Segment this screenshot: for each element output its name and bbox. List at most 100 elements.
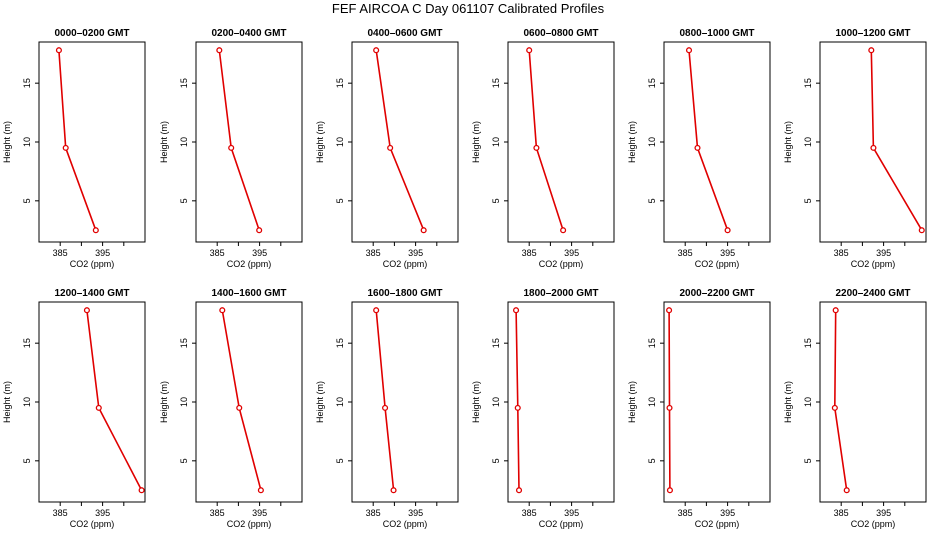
profile-panel: 1400–1600 GMT 385 395 5 10 15 CO2 (ppm) Height …: [159, 288, 303, 529]
y-axis-label: Height (m): [627, 381, 637, 423]
panel-title: 2000–2200 GMT: [679, 288, 754, 299]
x-axis-label: CO2 (ppm): [227, 259, 272, 269]
profile-panel: 1600–1800 GMT 385 395 5 10 15 CO2 (ppm) Height …: [315, 288, 459, 529]
profile-line: [375, 50, 425, 231]
profile-point: [694, 144, 701, 151]
x-tick-label: 395: [564, 248, 579, 258]
x-tick-label: 395: [876, 508, 891, 518]
panel-title: 0200–0400 GMT: [211, 28, 286, 39]
y-tick-label: 10: [335, 397, 345, 407]
y-tick-label: 15: [22, 338, 32, 348]
y-tick-label: 10: [647, 137, 657, 147]
x-tick-label: 385: [834, 248, 849, 258]
profile-point: [219, 307, 226, 314]
panel-title: 1600–1800 GMT: [367, 288, 442, 299]
profile-line: [86, 310, 143, 491]
x-tick-label: 385: [366, 248, 381, 258]
profile-panel: 0200–0400 GMT 385 395 5 10 15 CO2 (ppm) Height …: [159, 28, 303, 269]
profile-line: [688, 50, 729, 231]
profile-line: [375, 310, 395, 491]
y-axis-label: Height (m): [783, 381, 793, 423]
profile-line: [515, 310, 520, 491]
y-tick-label: 10: [803, 137, 813, 147]
x-axis-label: CO2 (ppm): [851, 519, 896, 529]
plot-frame: [663, 301, 771, 503]
x-tick-label: 385: [210, 508, 225, 518]
y-tick-label: 15: [803, 78, 813, 88]
y-axis-label: Height (m): [315, 381, 325, 423]
y-tick-label: 10: [491, 397, 501, 407]
y-tick-label: 10: [22, 397, 32, 407]
profile-point: [373, 47, 380, 54]
profile-point: [666, 487, 673, 494]
y-axis-label: Height (m): [2, 381, 12, 423]
x-tick-label: 385: [366, 508, 381, 518]
plot-frame: [351, 41, 459, 243]
y-axis-label: Height (m): [315, 121, 325, 163]
profile-panel: 0600–0800 GMT 385 395 5 10 15 CO2 (ppm) Height …: [471, 28, 615, 269]
y-tick-label: 15: [803, 338, 813, 348]
profile-point: [256, 227, 263, 234]
panel-title: 0400–0600 GMT: [367, 28, 442, 39]
profile-point: [382, 404, 389, 411]
profile-point: [666, 307, 673, 314]
y-tick-label: 5: [803, 458, 813, 463]
x-tick-label: 395: [95, 508, 110, 518]
x-tick-label: 395: [564, 508, 579, 518]
profile-point: [138, 487, 145, 494]
profile-point: [666, 404, 673, 411]
x-tick-label: 385: [522, 248, 537, 258]
x-tick-label: 385: [53, 508, 68, 518]
x-tick-label: 385: [210, 248, 225, 258]
y-axis-label: Height (m): [627, 121, 637, 163]
profile-panel: 1200–1400 GMT 385 395 5 10 15 CO2 (ppm) Height …: [2, 288, 146, 529]
x-axis-label: CO2 (ppm): [383, 259, 428, 269]
profile-point: [868, 47, 875, 54]
panel-title: 0800–1000 GMT: [679, 28, 754, 39]
profile-panel: 0400–0600 GMT 385 395 5 10 15 CO2 (ppm) Height …: [315, 28, 459, 269]
x-tick-label: 395: [720, 248, 735, 258]
profile-point: [513, 307, 520, 314]
profile-line: [833, 310, 848, 491]
y-tick-label: 5: [335, 198, 345, 203]
y-axis-label: Height (m): [2, 121, 12, 163]
profile-line: [218, 50, 260, 231]
plot-frame: [195, 41, 303, 243]
profile-point: [387, 144, 394, 151]
profile-point: [55, 47, 62, 54]
profile-panel: 1800–2000 GMT 385 395 5 10 15 CO2 (ppm) Height …: [471, 288, 615, 529]
y-tick-label: 15: [647, 338, 657, 348]
profile-point: [560, 227, 567, 234]
x-axis-label: CO2 (ppm): [539, 519, 584, 529]
profile-point: [832, 307, 839, 314]
profile-panel: 2000–2200 GMT 385 395 5 10 15 CO2 (ppm) Height …: [627, 288, 771, 529]
y-tick-label: 5: [491, 458, 501, 463]
x-axis-label: CO2 (ppm): [851, 259, 896, 269]
x-tick-label: 395: [252, 508, 267, 518]
x-tick-label: 395: [720, 508, 735, 518]
y-axis-label: Height (m): [783, 121, 793, 163]
y-tick-label: 15: [647, 78, 657, 88]
y-tick-label: 5: [491, 198, 501, 203]
y-tick-label: 10: [491, 137, 501, 147]
profile-panel: 1000–1200 GMT 385 395 5 10 15 CO2 (ppm) Height …: [783, 28, 927, 269]
profile-point: [918, 227, 925, 234]
y-axis-label: Height (m): [159, 121, 169, 163]
profile-point: [95, 404, 102, 411]
profile-point: [62, 144, 69, 151]
y-tick-label: 10: [179, 137, 189, 147]
profile-point: [236, 404, 243, 411]
y-axis-label: Height (m): [471, 121, 481, 163]
profile-point: [724, 227, 731, 234]
panel-title: 1800–2000 GMT: [523, 288, 598, 299]
x-tick-label: 395: [408, 248, 423, 258]
y-tick-label: 5: [647, 198, 657, 203]
profile-point: [685, 47, 693, 54]
panel-title: 0000–0200 GMT: [54, 28, 129, 39]
y-tick-label: 5: [179, 458, 189, 463]
y-tick-label: 5: [803, 198, 813, 203]
y-tick-label: 10: [803, 397, 813, 407]
profile-panel: 0800–1000 GMT 385 395 5 10 15 CO2 (ppm) Height …: [627, 28, 771, 269]
y-tick-label: 5: [22, 198, 32, 203]
